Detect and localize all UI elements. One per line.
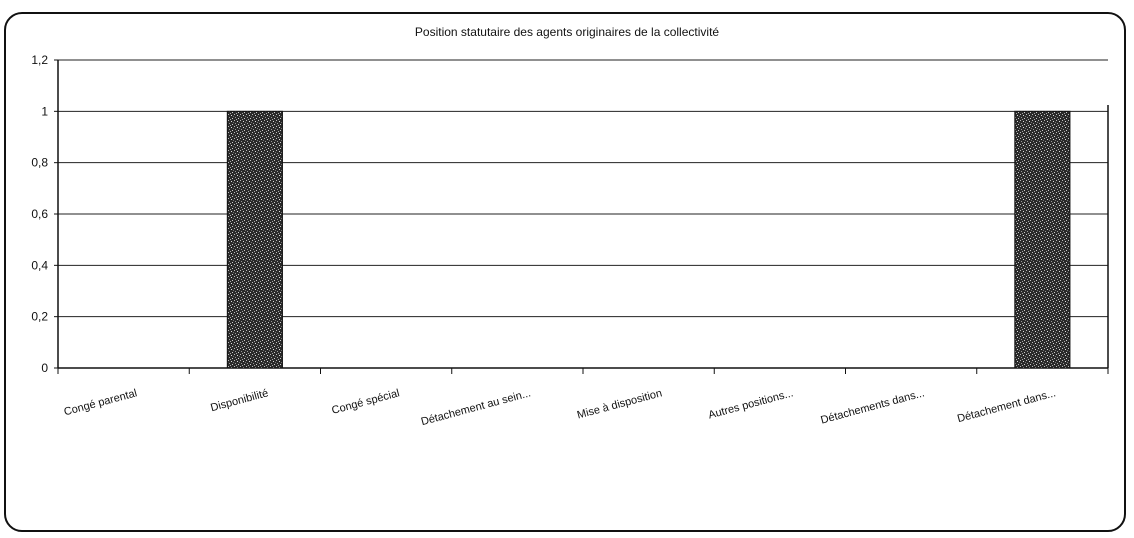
- x-tick-label: Congé spécial: [330, 387, 400, 417]
- y-tick-label: 0: [41, 361, 48, 375]
- chart-frame: [4, 12, 1126, 532]
- bar: [1014, 110, 1071, 369]
- y-tick-label: 0,4: [31, 258, 48, 272]
- chart-title: Position statutaire des agents originair…: [415, 25, 719, 39]
- x-tick-labels: Congé parental Disponibilité Congé spécial…: [63, 387, 1058, 428]
- x-tick-label: Mise à disposition: [576, 387, 664, 421]
- y-tick-label: 0,2: [31, 310, 48, 324]
- y-tick-label: 0,6: [31, 207, 48, 221]
- x-tick-label: Détachement au sein...: [420, 387, 532, 428]
- y-tick-labels: 0 0,2 0,4 0,6 0,8 1 1,2: [31, 53, 48, 375]
- axes: [54, 59, 1109, 374]
- x-tick-label: Détachement dans...: [956, 387, 1057, 425]
- x-tick-label: Détachements dans...: [819, 387, 925, 426]
- x-tick-label: Autres positions...: [707, 387, 795, 421]
- bars: [226, 110, 1071, 369]
- gridlines: [58, 59, 1108, 318]
- y-tick-label: 0,8: [31, 156, 48, 170]
- x-tick-label: Disponibilité: [209, 387, 269, 414]
- bar: [226, 110, 283, 369]
- y-tick-label: 1,2: [31, 53, 48, 67]
- y-tick-label: 1: [41, 104, 48, 118]
- x-tick-label: Congé parental: [63, 387, 139, 418]
